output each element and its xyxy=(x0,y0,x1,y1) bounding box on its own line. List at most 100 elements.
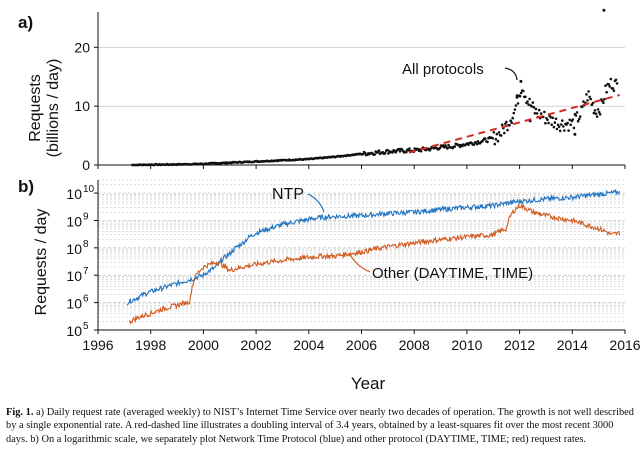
panel-a-data-point xyxy=(608,85,611,88)
panel-a-data-point xyxy=(522,89,525,93)
panel-a-data-point xyxy=(447,143,450,147)
panel-a-data-point xyxy=(531,101,535,104)
panel-a-data-point xyxy=(497,131,501,134)
panel-a-data-point xyxy=(453,145,457,148)
panel-a-data-point xyxy=(547,121,550,125)
panel-a-data-point xyxy=(546,118,549,122)
panel-a-outlier-point xyxy=(602,8,606,12)
panel-a-outlier-point xyxy=(515,95,519,99)
panel-a-data-point xyxy=(500,123,504,126)
panel-a-data-point xyxy=(591,101,595,105)
panel-b-ntp-arrow xyxy=(307,193,325,213)
panel-b-annotation-ntp: NTP xyxy=(272,186,304,203)
panel-a-data-point xyxy=(383,151,387,155)
panel-a-data-point xyxy=(572,126,576,130)
panel-a-annotation: All protocols xyxy=(402,61,484,78)
panel-a-data-point xyxy=(391,151,394,154)
panel-a-data-point xyxy=(562,125,565,128)
panel-a-data-point xyxy=(582,100,585,103)
panel-a-data-point xyxy=(491,137,495,140)
panel-a-data-point xyxy=(593,109,597,112)
panel-a-outlier-point xyxy=(573,132,577,136)
panel-a-data-point xyxy=(513,108,517,111)
panel-a-data-point xyxy=(535,112,539,115)
panel-a-data-point xyxy=(493,142,497,146)
panel-a-data-point xyxy=(503,131,506,135)
panel-a-data-point xyxy=(567,129,570,132)
panel-a-data-point xyxy=(524,95,527,99)
panel-a-data-point xyxy=(587,90,590,93)
panel-a-data-point xyxy=(476,140,480,143)
panel-a-data-point xyxy=(552,125,556,129)
panel-a-data-point xyxy=(458,145,462,149)
panel-a-data-point xyxy=(528,97,531,101)
panel-a-data-point xyxy=(516,102,520,105)
panel-a-data-point xyxy=(361,152,365,156)
panel-a-data-point xyxy=(510,121,513,124)
panel-a-data-point xyxy=(594,112,598,115)
panel-b-ytick-exponent: 5 xyxy=(83,321,89,332)
panel-a-data-point xyxy=(544,121,547,125)
panel-a-data-point xyxy=(575,111,579,114)
figure-caption: Fig. 1. a) Daily request rate (averaged … xyxy=(6,406,634,446)
panel-a-data-point xyxy=(557,125,561,129)
panel-a-data-point xyxy=(612,89,616,92)
panel-a-data-point xyxy=(377,149,381,152)
panel-a-data-point xyxy=(569,123,572,127)
panel-b-ytick-label: 10 xyxy=(66,241,82,257)
panel-a-ytick-label: 20 xyxy=(74,39,90,55)
panel-a-data-point xyxy=(549,116,552,119)
panel-a-data-point xyxy=(592,111,596,115)
panel-a-data-point xyxy=(598,113,602,116)
panel-a-data-point xyxy=(438,146,442,150)
panel-a-data-point xyxy=(505,120,508,124)
panel-a-data-point xyxy=(574,114,578,117)
panel-a-data-point xyxy=(539,112,543,115)
panel-b-ytick-exponent: 9 xyxy=(83,211,89,222)
panel-a-data-point xyxy=(585,93,588,96)
panel-a-data-point xyxy=(561,119,564,122)
panel-b-ytick-label: 10 xyxy=(66,186,82,202)
panel-a-ytick-label: 10 xyxy=(74,98,90,114)
panel-b-other-arrow xyxy=(349,253,371,273)
panel-a-data-point xyxy=(578,115,582,118)
caption-lead: Fig. 1. xyxy=(6,407,34,418)
panel-a-data-point xyxy=(559,123,563,126)
panel-a-data-point xyxy=(614,78,618,82)
panel-b-ylabel: Requests / day xyxy=(33,209,50,316)
panel-a-data-point xyxy=(609,77,613,81)
x-tick-label: 2000 xyxy=(188,337,219,353)
other-line xyxy=(129,203,621,325)
panel-a-data-point xyxy=(563,129,566,132)
panel-a-data-point xyxy=(595,115,599,118)
panel-a-data-point xyxy=(605,90,608,94)
panel-a-data-point xyxy=(604,84,607,87)
panel-a-data-point xyxy=(397,147,401,151)
panel-a-outlier-point xyxy=(519,79,523,83)
panel-a-data-point xyxy=(551,116,555,120)
panel-a-data-point xyxy=(603,97,606,101)
panel-a-data-point xyxy=(581,105,584,109)
caption-text: a) Daily request rate (averaged weekly) … xyxy=(6,407,634,445)
panel-a-data-point xyxy=(586,99,589,102)
panel-b-ytick-exponent: 10 xyxy=(83,184,95,195)
panel-b-ytick-label: 10 xyxy=(66,323,82,339)
panel-a-data-point xyxy=(611,87,615,90)
panel-a-data-point xyxy=(499,134,503,137)
x-tick-label: 1998 xyxy=(135,337,166,353)
panel-b-ytick-exponent: 7 xyxy=(83,266,89,277)
panel-a-data-point xyxy=(558,129,562,133)
panel-a-data-point xyxy=(537,108,541,112)
panel-b-ytick-exponent: 6 xyxy=(83,294,89,305)
panel-a-data-point xyxy=(576,119,580,123)
panel-a-data-point xyxy=(518,94,522,98)
panel-a-data-point xyxy=(534,107,538,111)
panel-b-ytick-label: 10 xyxy=(66,268,82,284)
panel-b-ytick-exponent: 8 xyxy=(83,239,89,250)
panel-a-data-point xyxy=(577,117,581,121)
panel-a-data-point xyxy=(519,91,523,95)
x-tick-label: 2014 xyxy=(557,337,588,353)
panel-a-ylabel-line1: Requests xyxy=(27,74,44,142)
panel-a-data-point xyxy=(446,147,449,150)
